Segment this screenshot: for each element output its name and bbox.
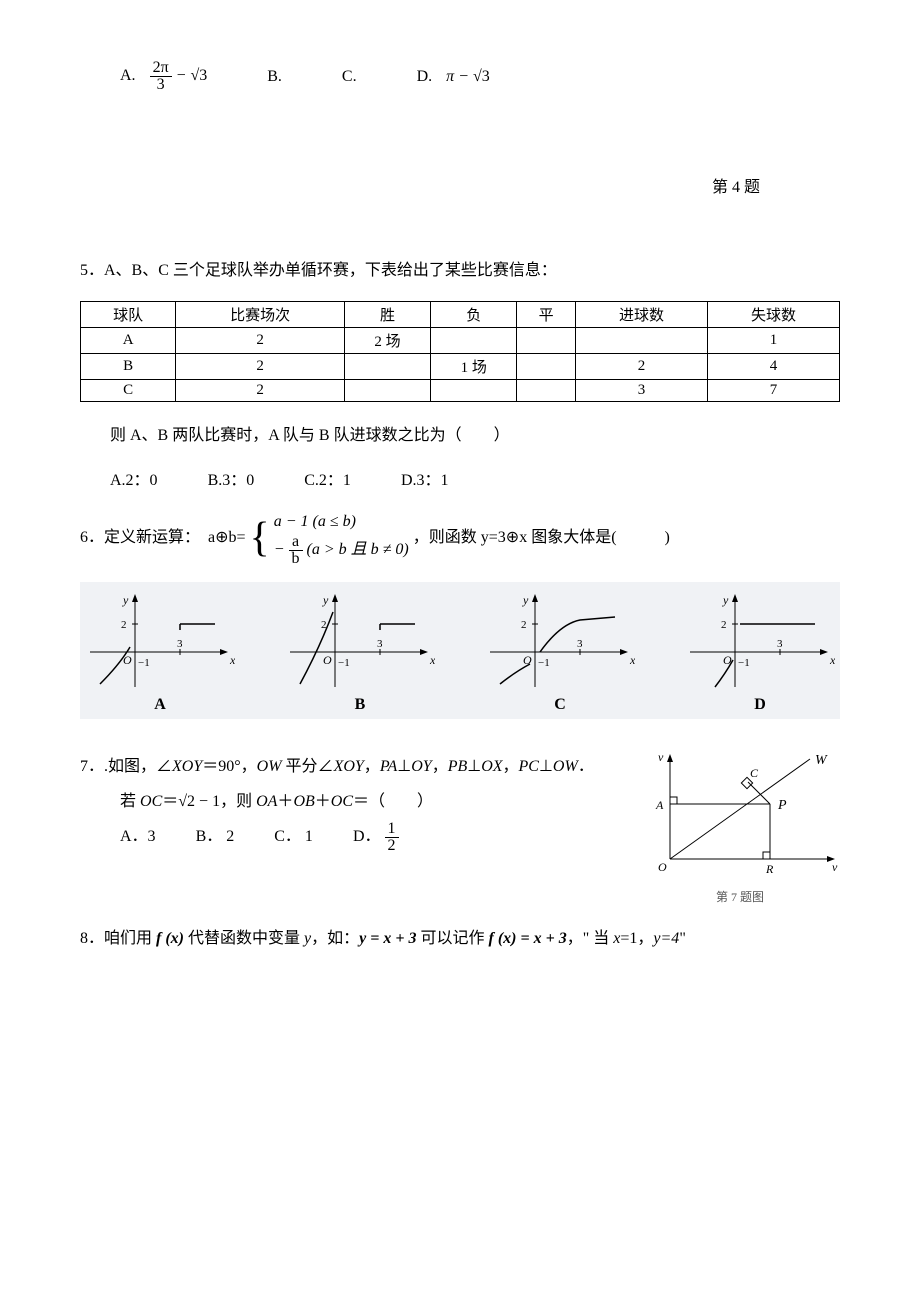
svg-text:−1: −1	[338, 657, 350, 669]
svg-text:C: C	[750, 766, 759, 780]
svg-text:x: x	[229, 653, 235, 667]
chart-A-svg: O x y 2 3 −1	[85, 592, 235, 692]
svg-text:3: 3	[777, 638, 783, 650]
q7-stem2: 若 OC＝√2 − 1，则 OA＋OB＋OC＝（ ）	[120, 784, 620, 819]
q5-table: 球队 比赛场次 胜 负 平 进球数 失球数 A 2 2 场 1 B 2 1 场 …	[80, 301, 840, 402]
q5-option-B: B.3：0	[208, 466, 255, 490]
chart-D-label: D	[685, 696, 835, 714]
q4-option-D: D. π − √3	[417, 68, 490, 86]
svg-text:x: x	[629, 653, 635, 667]
q7-option-C: C． 1	[274, 819, 313, 854]
q4-caption: 第 4 题	[80, 173, 760, 197]
svg-text:O: O	[323, 653, 332, 667]
q7-figure: v W A C P O R v 第 7 题图	[640, 749, 840, 905]
svg-text:R: R	[765, 862, 774, 876]
case1: a − 1 (a ≤ b)	[274, 513, 356, 530]
q5-option-C: C.2：1	[304, 466, 351, 490]
q6-stem: 6．定义新运算： a⊕b= { a − 1 (a ≤ b) − a b (a >…	[80, 510, 840, 567]
q4-option-A: A. 2π 3 − √3	[120, 60, 207, 93]
q7: 7．.如图，∠XOY＝90°，OW 平分∠XOY，PA⊥OY，PB⊥OX，PC⊥…	[80, 749, 840, 905]
q6-charts: O x y 2 3 −1 A O x y 2 3 −1	[80, 582, 840, 719]
chart-B: O x y 2 3 −1 B	[285, 592, 435, 714]
svg-text:y: y	[722, 593, 729, 607]
svg-text:x: x	[829, 653, 835, 667]
table-row: C 2 3 7	[81, 379, 840, 401]
piecewise-def: { a − 1 (a ≤ b) − a b (a > b 且 b ≠ 0)	[250, 510, 409, 567]
q4-A-frac: 2π 3	[150, 60, 172, 93]
svg-text:y: y	[122, 593, 129, 607]
q4-A-label: A.	[120, 67, 136, 84]
q4-options: A. 2π 3 − √3 B. C. D. π − √3	[120, 60, 800, 93]
q7-option-A: A．3	[120, 819, 156, 854]
svg-text:3: 3	[377, 638, 383, 650]
th-lose: 负	[431, 301, 517, 327]
q7-options: A．3 B． 2 C． 1 D． 1 2	[120, 819, 620, 854]
svg-text:y: y	[322, 593, 329, 607]
chart-B-label: B	[285, 696, 435, 714]
th-goals: 进球数	[575, 301, 707, 327]
chart-D-svg: O x y 2 3 −1	[685, 592, 835, 692]
svg-text:P: P	[777, 798, 787, 813]
q5-follow: 则 A、B 两队比赛时，A 队与 B 队进球数之比为（ ）	[110, 422, 840, 451]
table-header-row: 球队 比赛场次 胜 负 平 进球数 失球数	[81, 301, 840, 327]
q4-A-sqrt: √3	[190, 67, 207, 84]
q7-stem1: 7．.如图，∠XOY＝90°，OW 平分∠XOY，PA⊥OY，PB⊥OX，PC⊥…	[80, 749, 620, 784]
q5-option-D: D.3：1	[401, 466, 449, 490]
case2: − a b (a > b 且 b ≠ 0)	[274, 541, 409, 558]
svg-text:3: 3	[177, 638, 183, 650]
chart-C-label: C	[485, 696, 635, 714]
q8-stem: 8．咱们用 f (x) 代替函数中变量 y，如：y = x + 3 可以记作 f…	[80, 925, 840, 954]
q5-stem: 5．A、B、C 三个足球队举办单循环赛，下表给出了某些比赛信息：	[80, 257, 840, 286]
chart-A-label: A	[85, 696, 235, 714]
svg-text:−1: −1	[738, 657, 750, 669]
chart-B-svg: O x y 2 3 −1	[285, 592, 435, 692]
q7-fig-caption: 第 7 题图	[640, 888, 840, 905]
svg-text:3: 3	[577, 638, 583, 650]
svg-text:2: 2	[721, 619, 727, 631]
q4-option-B: B.	[267, 68, 282, 86]
brace-icon: {	[250, 517, 270, 559]
svg-text:−1: −1	[138, 657, 150, 669]
th-against: 失球数	[707, 301, 839, 327]
q4-option-C: C.	[342, 68, 357, 86]
th-draw: 平	[517, 301, 576, 327]
svg-text:−1: −1	[538, 657, 550, 669]
table-row: A 2 2 场 1	[81, 327, 840, 353]
q5-option-A: A.2：0	[110, 466, 158, 490]
table-row: B 2 1 场 2 4	[81, 353, 840, 379]
svg-text:x: x	[429, 653, 435, 667]
chart-C-svg: O x y 2 3 −1	[485, 592, 635, 692]
svg-text:2: 2	[521, 619, 527, 631]
q7-option-D: D． 1 2	[353, 819, 399, 854]
svg-text:y: y	[522, 593, 529, 607]
chart-C: O x y 2 3 −1 C	[485, 592, 635, 714]
th-games: 比赛场次	[176, 301, 345, 327]
q5-options: A.2：0 B.3：0 C.2：1 D.3：1	[110, 466, 810, 490]
th-win: 胜	[344, 301, 430, 327]
svg-text:v: v	[832, 860, 838, 874]
svg-text:A: A	[655, 798, 664, 812]
svg-text:O: O	[658, 860, 667, 874]
th-team: 球队	[81, 301, 176, 327]
q7-option-B: B． 2	[196, 819, 235, 854]
chart-D: O x y 2 3 −1 D	[685, 592, 835, 714]
q7-svg: v W A C P O R v	[640, 749, 840, 879]
chart-A: O x y 2 3 −1 A	[85, 592, 235, 714]
svg-text:v: v	[658, 750, 664, 764]
svg-text:2: 2	[121, 619, 127, 631]
svg-text:W: W	[815, 753, 828, 768]
